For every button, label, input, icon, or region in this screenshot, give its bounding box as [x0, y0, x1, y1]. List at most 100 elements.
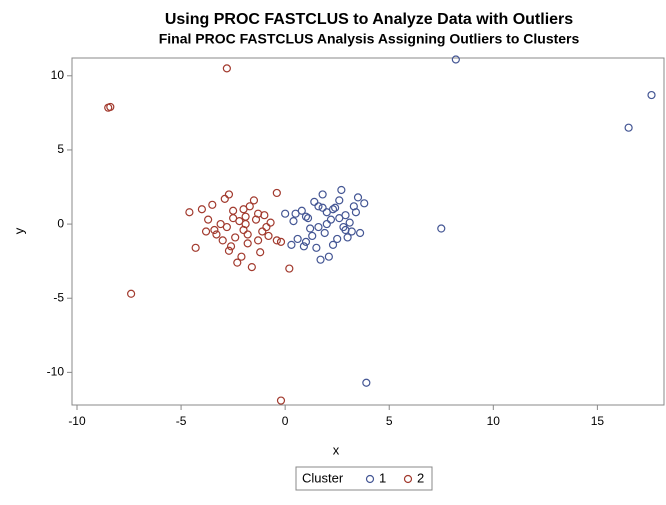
point — [301, 212, 311, 221]
point — [362, 378, 371, 387]
point — [335, 196, 344, 205]
point — [233, 258, 242, 267]
point — [335, 214, 344, 223]
point — [276, 396, 286, 405]
point — [326, 215, 336, 224]
point — [303, 214, 313, 223]
legend-marker — [403, 474, 413, 484]
point — [197, 205, 206, 214]
point — [262, 222, 271, 232]
point — [210, 225, 219, 235]
point — [285, 264, 294, 273]
point — [310, 197, 319, 206]
legend-title: Cluster — [302, 470, 344, 485]
point — [328, 205, 338, 214]
point — [314, 222, 323, 232]
point — [437, 224, 446, 233]
point — [231, 233, 240, 242]
point — [293, 234, 302, 244]
point — [260, 211, 269, 220]
point — [249, 196, 259, 205]
point — [360, 199, 369, 208]
point — [241, 219, 250, 229]
point — [281, 209, 290, 218]
point — [218, 236, 227, 245]
point — [355, 228, 365, 238]
point — [328, 240, 338, 249]
point — [451, 55, 460, 64]
point — [224, 190, 234, 199]
point — [312, 243, 321, 252]
point — [306, 224, 315, 233]
point — [220, 194, 229, 203]
point — [229, 214, 238, 223]
point — [251, 215, 261, 224]
plot-frame — [71, 57, 665, 406]
point — [212, 230, 221, 239]
y-tick-label: -10 — [47, 365, 65, 379]
y-tick-label: 10 — [51, 68, 65, 82]
point — [299, 242, 308, 251]
point — [647, 90, 656, 100]
point — [272, 188, 281, 198]
point — [224, 246, 234, 255]
point — [301, 237, 311, 246]
point — [351, 208, 361, 217]
point — [308, 231, 317, 241]
y-axis-label: y — [11, 227, 26, 234]
point — [324, 252, 333, 261]
chart-subtitle: Final PROC FASTCLUS Analysis Assigning O… — [159, 31, 580, 47]
point — [272, 236, 281, 245]
point — [318, 203, 327, 212]
point — [341, 225, 350, 235]
point — [243, 230, 252, 239]
chart-title: Using PROC FASTCLUS to Analyze Data with… — [165, 11, 573, 28]
point — [201, 227, 211, 236]
point — [314, 202, 323, 211]
point — [343, 233, 352, 242]
point — [222, 222, 231, 232]
point — [222, 64, 231, 73]
point — [253, 236, 263, 245]
point — [624, 123, 633, 132]
y-tick-label: -5 — [53, 290, 64, 304]
point — [331, 203, 340, 212]
point — [264, 231, 273, 241]
point — [287, 240, 296, 249]
point — [239, 205, 248, 214]
point — [256, 248, 265, 257]
point — [104, 103, 113, 112]
point — [191, 243, 200, 252]
x-tick-label: 10 — [487, 414, 501, 428]
point — [322, 219, 331, 229]
point — [289, 217, 298, 226]
point — [258, 227, 267, 236]
x-tick-label: 0 — [282, 414, 289, 428]
y-tick-label: 5 — [57, 142, 64, 156]
point — [127, 289, 136, 298]
point — [337, 185, 346, 195]
x-tick-label: -5 — [176, 414, 187, 428]
point — [243, 239, 252, 248]
y-tick-label: 0 — [57, 216, 64, 230]
point — [185, 208, 194, 217]
point — [353, 193, 363, 202]
legend-marker — [365, 474, 375, 484]
point — [204, 215, 213, 224]
legend-label: 2 — [417, 470, 424, 485]
x-axis-label: x — [333, 442, 340, 457]
point — [247, 262, 256, 272]
point — [333, 234, 342, 244]
point — [226, 242, 236, 251]
point — [266, 218, 275, 227]
point — [318, 190, 327, 199]
point — [237, 252, 246, 261]
point — [345, 218, 354, 227]
point — [316, 255, 325, 264]
x-tick-label: 5 — [386, 414, 393, 428]
x-tick-label: -10 — [68, 414, 86, 428]
point — [320, 228, 329, 238]
x-tick-label: 15 — [591, 414, 605, 428]
